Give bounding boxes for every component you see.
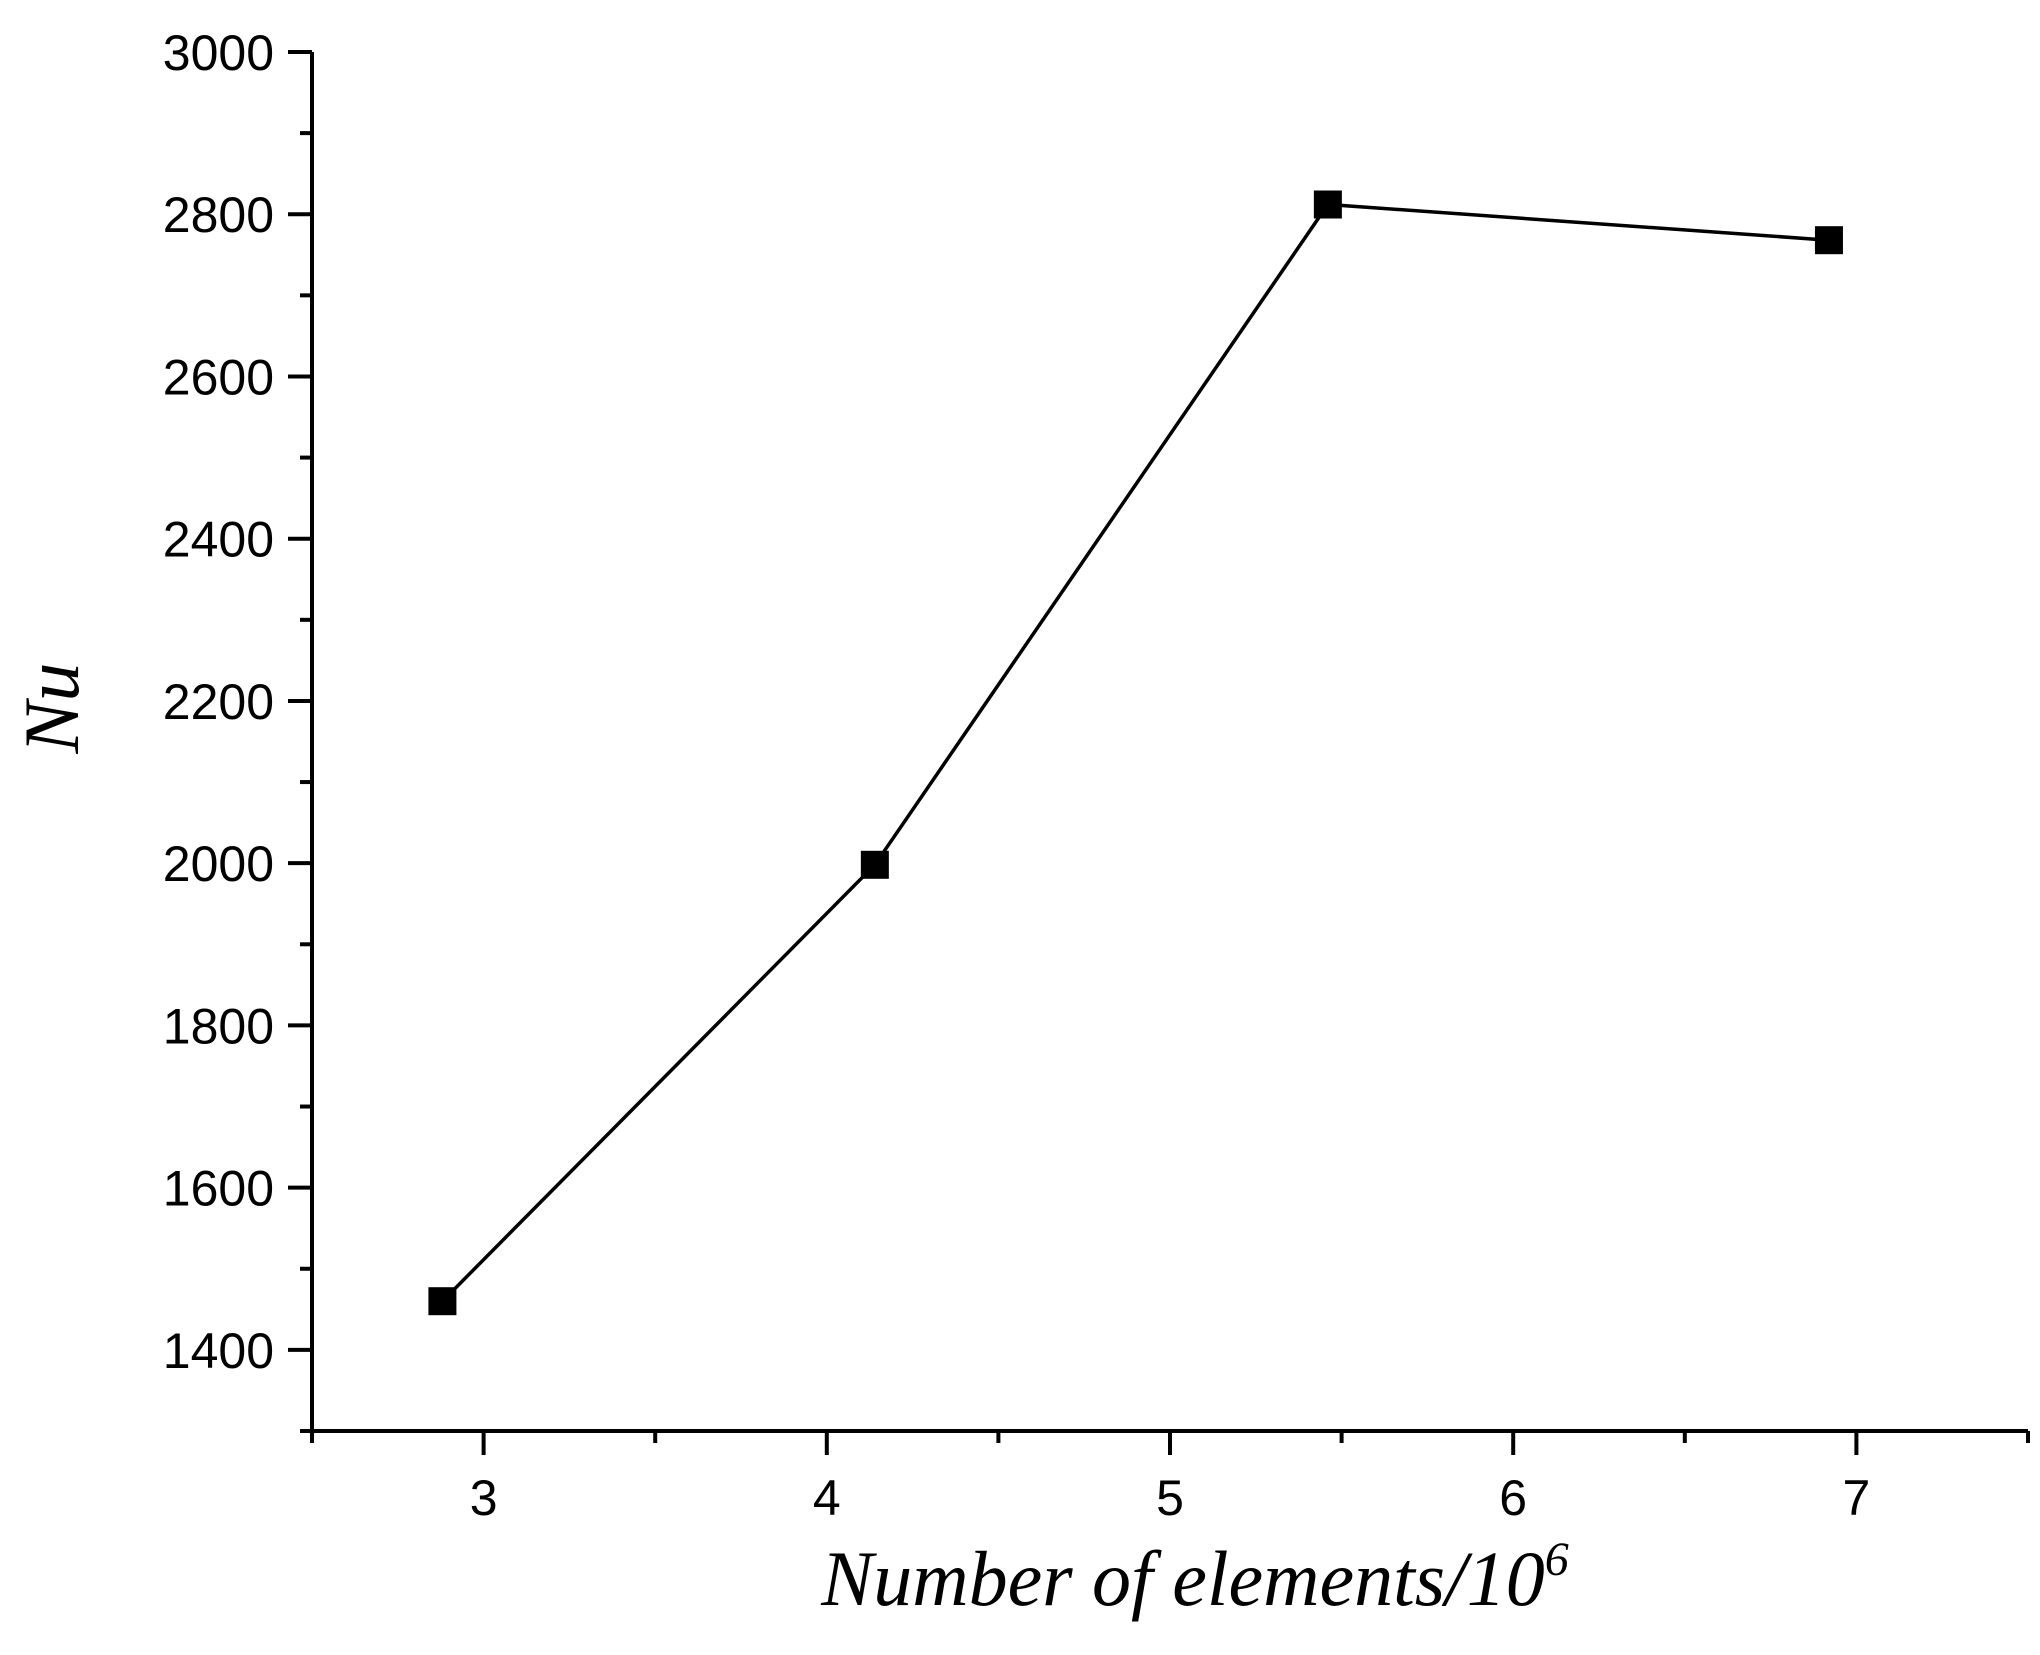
- data-point: [1313, 190, 1342, 219]
- x-tick-label: 4: [813, 1470, 841, 1526]
- axes: 1400 1600 1800 2000 2200 2400 2600 2800 3000 3 4 5 6…: [163, 25, 2030, 1526]
- y-tick-label: 2600: [163, 349, 274, 405]
- x-tick-label: 6: [1499, 1470, 1527, 1526]
- series-layer: [428, 190, 1843, 1316]
- x-axis-title: Number of elements/106: [820, 1533, 1569, 1622]
- y-tick-label: 2800: [163, 187, 274, 243]
- y-tick-label: 1800: [163, 998, 274, 1054]
- y-tick-label: 2200: [163, 674, 274, 730]
- data-point: [860, 850, 889, 879]
- series-line: [441, 202, 1830, 1303]
- data-point: [428, 1287, 457, 1316]
- y-tick-label: 2000: [163, 836, 274, 892]
- x-tick-label: 3: [470, 1470, 498, 1526]
- data-point: [1814, 226, 1843, 255]
- x-tick-label: 5: [1156, 1470, 1184, 1526]
- y-tick-label: 1600: [163, 1161, 274, 1217]
- x-tick-label: 7: [1842, 1470, 1870, 1526]
- y-tick-label: 3000: [163, 25, 274, 81]
- y-tick-label: 2400: [163, 512, 274, 568]
- y-axis-title: Nu: [8, 662, 95, 754]
- y-tick-label: 1400: [163, 1323, 274, 1379]
